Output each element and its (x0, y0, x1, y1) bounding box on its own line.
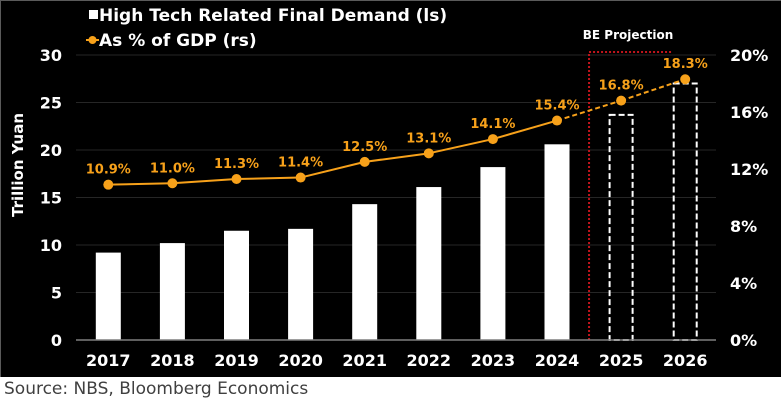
legend-line-marker (88, 36, 97, 44)
y-tick-label: 20 (40, 141, 62, 160)
data-label: 12.5% (342, 140, 387, 155)
gdp-share-line (103, 74, 691, 190)
line-point (167, 178, 178, 189)
data-label: 15.4% (534, 99, 579, 114)
y2-tick-label: 0% (730, 331, 757, 350)
y2-tick-label: 16% (730, 103, 768, 122)
data-label: 14.1% (470, 117, 515, 132)
right-axis-ticks: 0% 4% 8% 12% 16% 20% (730, 46, 768, 350)
line-segment (300, 160, 365, 179)
x-tick-label: 2018 (150, 351, 195, 370)
y-tick-label: 30 (40, 46, 62, 65)
y2-tick-label: 4% (730, 274, 757, 293)
y-tick-label: 25 (40, 94, 62, 113)
x-tick-label: 2021 (342, 351, 387, 370)
data-label: 16.8% (599, 79, 644, 94)
line-point (487, 134, 498, 145)
line-segment (364, 152, 429, 163)
x-tick-label: 2024 (535, 351, 580, 370)
x-axis-ticks: 2017 2018 2019 2020 2021 2022 2023 2024 2025 2026 (86, 351, 707, 370)
y2-tick-label: 8% (730, 217, 757, 236)
line-point (423, 148, 434, 159)
legend-bar-label: High Tech Related Final Demand (ls) (99, 6, 447, 26)
projection-box (588, 51, 673, 340)
y2-tick-label: 12% (730, 160, 768, 179)
projection-box-outline (588, 51, 673, 340)
bar (159, 243, 185, 340)
bar-projected (608, 113, 634, 341)
data-label: 11.0% (150, 161, 195, 176)
line-segment-projected (620, 78, 686, 102)
line-segment-projected (556, 99, 622, 122)
data-labels: 10.9% 11.0% 11.3% 11.4% 12.5% 13.1% 14.1% 15.4%… (86, 57, 708, 177)
y-tick-label: 0 (51, 331, 62, 350)
bar (352, 204, 378, 340)
x-tick-label: 2020 (278, 351, 323, 370)
y2-tick-label: 20% (730, 46, 768, 65)
line-segment (108, 182, 173, 186)
x-tick-label: 2017 (86, 351, 131, 370)
data-label: 11.3% (214, 157, 259, 172)
bar (224, 230, 249, 340)
line-segment (428, 138, 494, 155)
bar-projected (672, 82, 698, 341)
line-point (552, 115, 562, 126)
left-axis-ticks: 0 5 10 15 20 25 30 (40, 46, 62, 350)
legend-line-label: As % of GDP (rs) (99, 31, 257, 51)
line-segment (236, 176, 301, 180)
line-segment (492, 119, 558, 141)
x-tick-label: 2025 (599, 351, 644, 370)
projection-annotation: BE Projection (583, 28, 673, 42)
data-label: 13.1% (406, 131, 451, 146)
x-tick-label: 2026 (663, 351, 708, 370)
bars (95, 82, 698, 341)
chart: 10.9% 11.0% 11.3% 11.4% 12.5% 13.1% 14.1% 15.4%… (9, 6, 768, 370)
legend: High Tech Related Final Demand (ls) As %… (86, 6, 447, 51)
bar (416, 187, 442, 340)
line-point (680, 74, 691, 85)
y-tick-label: 5 (51, 284, 62, 303)
legend-bar-swatch (89, 10, 98, 19)
bar (480, 167, 506, 340)
x-tick-label: 2019 (214, 351, 259, 370)
bar (544, 144, 570, 340)
line-point (231, 173, 242, 184)
source-note: Source: NBS, Bloomberg Economics (4, 379, 309, 399)
line-point (295, 172, 306, 183)
line-point (103, 179, 114, 190)
line-segment (172, 177, 237, 185)
line-point (616, 95, 627, 106)
data-label: 18.3% (663, 57, 708, 72)
data-label: 11.4% (278, 156, 323, 171)
x-tick-label: 2022 (407, 351, 452, 370)
y-tick-label: 10 (40, 236, 62, 255)
chart-panel (0, 0, 781, 377)
data-label: 10.9% (86, 163, 131, 178)
x-tick-label: 2023 (471, 351, 516, 370)
y-tick-label: 15 (40, 189, 62, 208)
line-point (359, 156, 370, 167)
y-axis-title: Trillion Yuan (9, 113, 27, 217)
bar (288, 228, 314, 340)
bar (95, 252, 121, 340)
